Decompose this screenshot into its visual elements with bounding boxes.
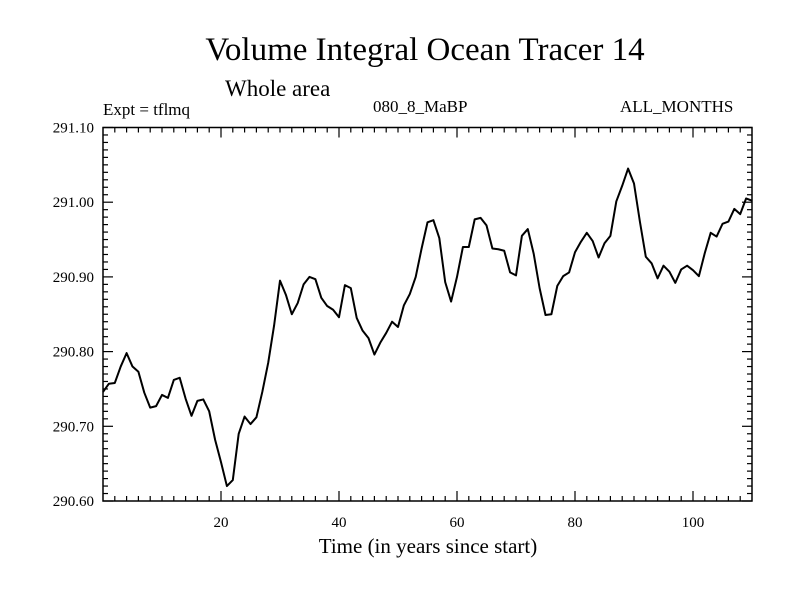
x-tick-label: 40: [332, 515, 347, 531]
plot-frame: [102, 126, 753, 502]
y-tick-label: 290.80: [53, 345, 94, 361]
series-line: [102, 167, 753, 488]
x-tick-label: 80: [568, 515, 583, 531]
y-tick-label: 290.60: [53, 494, 94, 510]
x-axis-label: Time (in years since start): [318, 534, 538, 558]
axis-ticks: [103, 126, 752, 502]
chart-subtitle: Whole area: [225, 76, 331, 101]
x-tick-label: 100: [682, 515, 705, 531]
tick-labels: 290.60 290.70 290.80 290.90 291.00 291.10 20 40…: [53, 121, 705, 532]
run-label: 080_8_MaBP: [373, 97, 468, 116]
x-tick-label: 60: [450, 515, 465, 531]
y-tick-label: 291.00: [53, 195, 94, 211]
months-label: ALL_MONTHS: [620, 97, 734, 116]
chart-title: Volume Integral Ocean Tracer 14: [205, 32, 645, 68]
y-tick-label: 290.70: [53, 419, 94, 435]
x-tick-label: 20: [214, 515, 229, 531]
expt-label: Expt = tflmq: [103, 100, 191, 119]
y-tick-label: 291.10: [53, 121, 94, 137]
y-tick-label: 290.90: [53, 270, 94, 286]
